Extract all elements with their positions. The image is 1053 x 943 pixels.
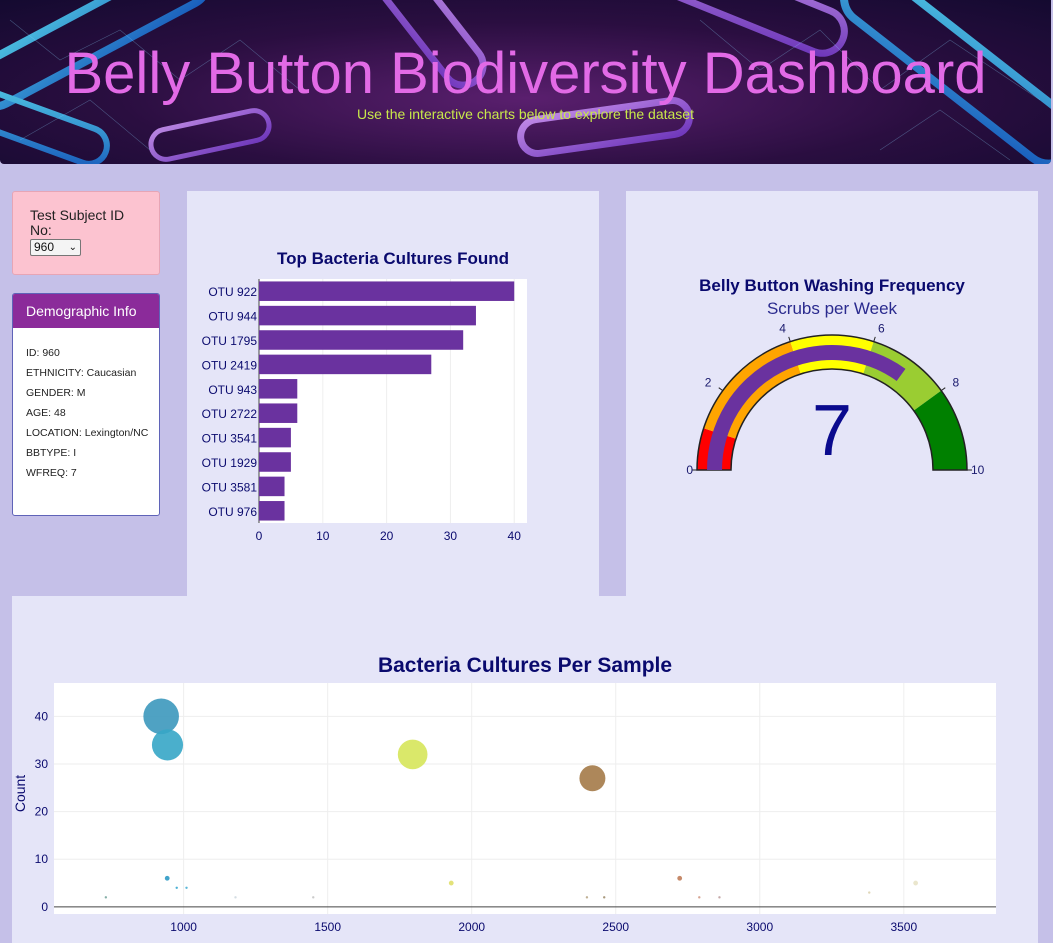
gauge-tick bbox=[788, 336, 791, 342]
gauge-tick-label: 0 bbox=[686, 463, 693, 477]
bar-chart-title: Top Bacteria Cultures Found bbox=[277, 249, 509, 268]
bubble-ytick-label: 20 bbox=[35, 805, 49, 819]
bubble-ytick-label: 0 bbox=[41, 900, 48, 914]
bar-xtick-label: 10 bbox=[316, 529, 330, 543]
bubble-point bbox=[603, 896, 606, 899]
bubble-point bbox=[585, 896, 589, 899]
bubble-point bbox=[104, 896, 108, 899]
bubble-point bbox=[718, 896, 721, 899]
bar-otu-2419 bbox=[259, 354, 432, 375]
bar-otu-2722 bbox=[259, 403, 298, 423]
bubble-point bbox=[868, 891, 871, 894]
bubble-xtick-label: 3500 bbox=[890, 920, 917, 934]
bar-chart-panel: 0 10 20 30 40 Top Bacteria Cultures Found OTU … bbox=[187, 191, 599, 596]
bar-category-label: OTU 922 bbox=[208, 285, 257, 299]
bubble-y-axis-label: Count bbox=[12, 775, 28, 812]
gauge-chart-panel: Belly Button Washing Frequency Scrubs per… bbox=[626, 191, 1038, 596]
chevron-down-icon: ⌄ bbox=[68, 241, 77, 253]
demographic-item-bbtype: BBTYPE: I bbox=[26, 447, 77, 459]
bar-otu-3581 bbox=[259, 476, 285, 497]
bubble-chart-panel: Bacteria Cultures Per Sample 1000 1500 2000… bbox=[12, 596, 1038, 943]
bar-chart[interactable]: 0 10 20 30 40 Top Bacteria Cultures Found OTU … bbox=[187, 191, 599, 596]
bubble-plot-area bbox=[54, 683, 996, 914]
demographic-info-title: Demographic Info bbox=[13, 294, 159, 328]
bubble-xtick-label: 1500 bbox=[314, 920, 341, 934]
bubble-point bbox=[234, 896, 237, 899]
bubble-point bbox=[698, 896, 701, 899]
bar-category-label: OTU 944 bbox=[208, 310, 257, 324]
bubble-point bbox=[151, 729, 184, 761]
page-title: Belly Button Biodiversity Dashboard bbox=[64, 41, 987, 106]
subject-id-dropdown[interactable]: 960 ⌄ bbox=[30, 238, 81, 256]
gauge-tick-label: 2 bbox=[705, 375, 712, 389]
bubble-point bbox=[913, 880, 919, 886]
bar-otu-922 bbox=[259, 281, 515, 301]
demographic-item-wfreq: WFREQ: 7 bbox=[26, 467, 77, 479]
demographic-list: ID: 960 ETHNICITY: Caucasian GENDER: M A… bbox=[13, 328, 159, 479]
gauge-chart-title: Belly Button Washing Frequency bbox=[699, 276, 965, 295]
bubble-point bbox=[185, 886, 188, 890]
bar-category-label: OTU 976 bbox=[208, 505, 257, 519]
bar-category-label: OTU 3581 bbox=[202, 480, 258, 494]
bubble-point bbox=[175, 886, 178, 890]
bubble-point bbox=[677, 875, 683, 881]
demographic-item-age: AGE: 48 bbox=[26, 407, 66, 419]
bubble-chart[interactable]: Bacteria Cultures Per Sample 1000 1500 2000… bbox=[12, 596, 1038, 943]
gauge-tick-label: 8 bbox=[953, 375, 960, 389]
bubble-point bbox=[579, 765, 606, 792]
bubble-xtick-label: 1000 bbox=[170, 920, 197, 934]
bubble-ytick-label: 30 bbox=[35, 757, 49, 771]
bar-otu-1929 bbox=[259, 452, 291, 472]
bar-xtick-label: 30 bbox=[444, 529, 458, 543]
gauge-outline bbox=[696, 334, 968, 471]
gauge-chart[interactable]: Belly Button Washing Frequency Scrubs per… bbox=[626, 191, 1038, 596]
gauge-value-number: 7 bbox=[812, 391, 852, 471]
gauge-tick-label: 4 bbox=[779, 321, 786, 335]
gauge-tick bbox=[718, 387, 724, 392]
bacteria-background-image bbox=[0, 0, 1051, 164]
bar-xtick-label: 20 bbox=[380, 529, 394, 543]
gauge-chart-subtitle: Scrubs per Week bbox=[767, 299, 898, 318]
bubble-ytick-label: 10 bbox=[35, 852, 49, 866]
bubble-xtick-label: 2000 bbox=[458, 920, 485, 934]
subject-selector-card: Test Subject ID No: 960 ⌄ bbox=[12, 191, 160, 275]
gauge-value-bar bbox=[707, 345, 906, 470]
demographic-item-ethnicity: ETHNICITY: Caucasian bbox=[26, 367, 137, 379]
bar-otu-944 bbox=[259, 305, 476, 326]
bar-otu-943 bbox=[259, 379, 298, 399]
header-banner: Belly Button Biodiversity Dashboard Use … bbox=[0, 0, 1051, 164]
bar-xtick-label: 40 bbox=[508, 529, 522, 543]
bar-category-label: OTU 943 bbox=[208, 383, 257, 397]
bar-otu-1795 bbox=[259, 330, 464, 350]
subject-id-label: Test Subject ID No: bbox=[30, 207, 125, 238]
gauge-tick-label: 6 bbox=[878, 321, 885, 335]
bar-category-label: OTU 1929 bbox=[202, 456, 258, 470]
bubble-point bbox=[143, 698, 179, 735]
bubble-xtick-label: 3000 bbox=[746, 920, 773, 934]
bubble-chart-title: Bacteria Cultures Per Sample bbox=[378, 654, 672, 677]
bubble-point bbox=[164, 875, 170, 881]
demographic-info-card: Demographic Info ID: 960 ETHNICITY: Cauc… bbox=[12, 293, 160, 516]
bar-otu-976 bbox=[259, 501, 285, 521]
bubble-xtick-label: 2500 bbox=[602, 920, 629, 934]
bubble-point bbox=[312, 896, 315, 899]
demographic-item-gender: GENDER: M bbox=[26, 387, 86, 399]
bar-category-label: OTU 2419 bbox=[202, 358, 258, 372]
subject-id-value: 960 bbox=[34, 240, 55, 254]
bubble-point bbox=[448, 880, 454, 886]
bar-xtick-label: 0 bbox=[256, 529, 263, 543]
demographic-item-location: LOCATION: Lexington/NC bbox=[26, 427, 149, 439]
bar-category-label: OTU 3541 bbox=[202, 432, 258, 446]
gauge-step-4 bbox=[913, 390, 967, 470]
bar-category-label: OTU 1795 bbox=[202, 334, 258, 348]
gauge-tick-label: 10 bbox=[971, 463, 985, 477]
bubble-point bbox=[397, 739, 428, 770]
bar-otu-3541 bbox=[259, 427, 291, 448]
demographic-item-id: ID: 960 bbox=[26, 347, 60, 359]
gauge-tick bbox=[940, 387, 946, 392]
bar-category-label: OTU 2722 bbox=[202, 407, 258, 421]
gauge-tick bbox=[873, 336, 876, 342]
page-subtitle: Use the interactive charts below to expl… bbox=[357, 106, 694, 122]
bubble-ytick-label: 40 bbox=[35, 709, 49, 723]
